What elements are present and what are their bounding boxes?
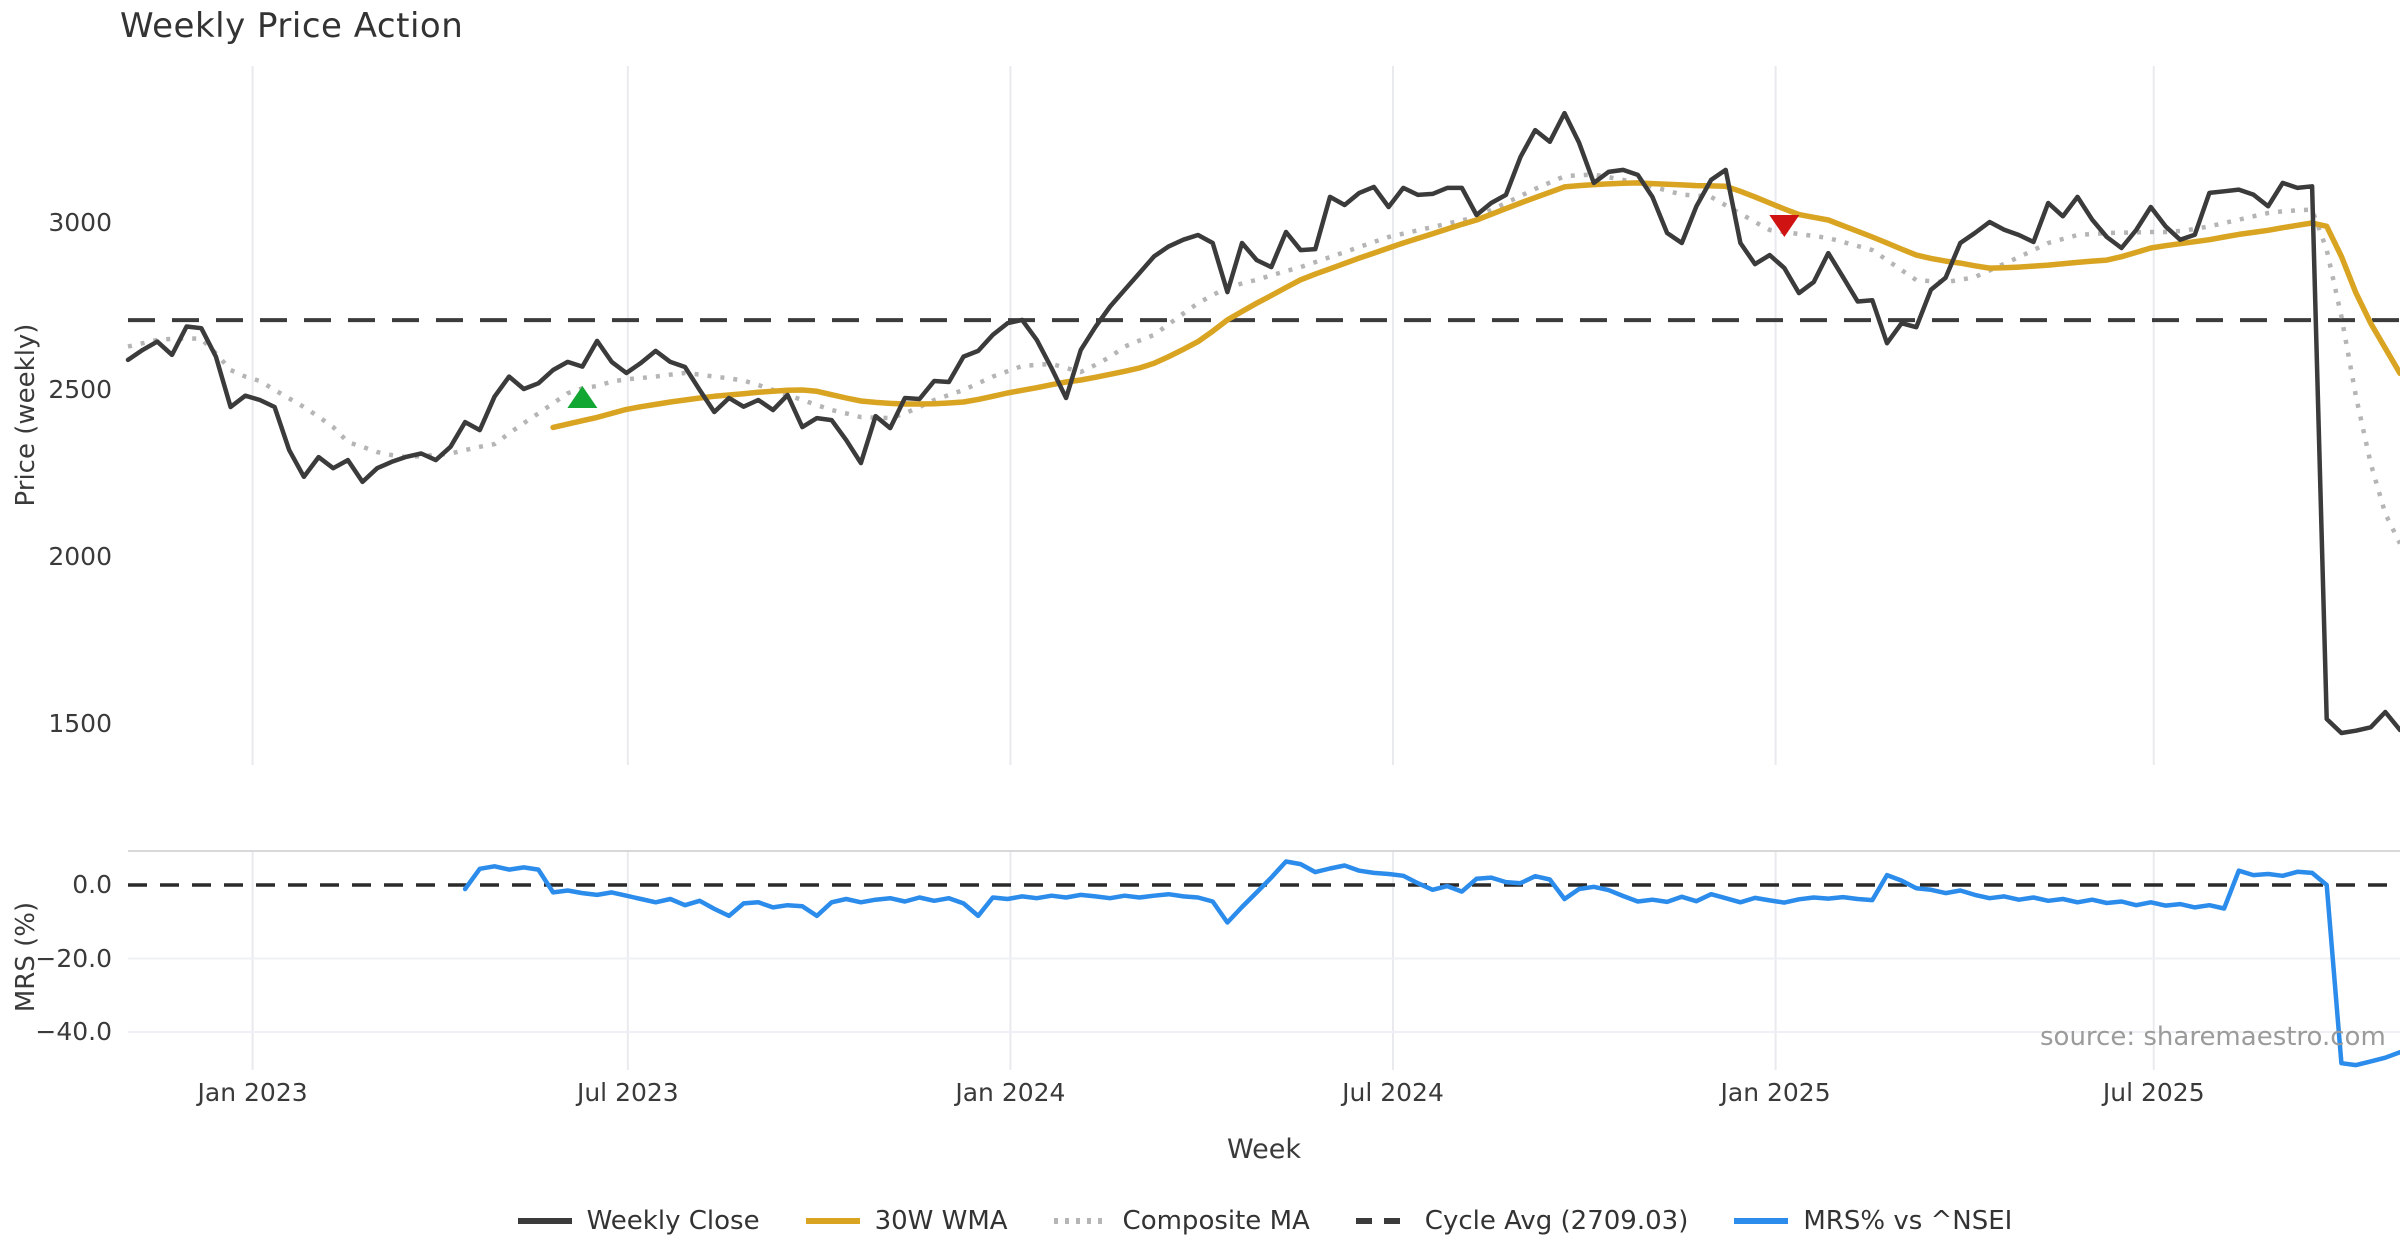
legend-swatch-solid-icon xyxy=(1734,1218,1789,1224)
legend-swatch-dotted-icon xyxy=(1053,1218,1108,1224)
week-tick-jan-2025: Jan 2025 xyxy=(1720,1078,1831,1107)
series-composite-ma xyxy=(127,172,2400,545)
mrs-axis-title: MRS (%) xyxy=(11,901,41,1013)
mrs-tick--40: −40.0 xyxy=(35,1017,112,1046)
price-axis-title: Price (weekly) xyxy=(11,323,41,507)
price-tick-2000: 2000 xyxy=(48,542,112,571)
week-tick-jul-2023: Jul 2023 xyxy=(576,1078,679,1107)
legend-item-composite-ma[interactable]: Composite MA xyxy=(1052,1206,1310,1236)
series-30w-wma xyxy=(550,180,2400,431)
week-tick-jul-2024: Jul 2024 xyxy=(1342,1078,1444,1107)
legend-item-cycle-avg-2709-03-[interactable]: Cycle Avg (2709.03) xyxy=(1354,1206,1689,1236)
reference-lines xyxy=(128,318,2400,887)
legend-item-weekly-close[interactable]: Weekly Close xyxy=(516,1206,760,1236)
chart-title: Weekly Price Action xyxy=(120,6,464,46)
gridlines xyxy=(128,66,2400,1070)
week-tick-jan-2023: Jan 2023 xyxy=(197,1078,308,1107)
legend-label: MRS% vs ^NSEI xyxy=(1803,1206,2013,1236)
source-watermark: source: sharemaestro.com xyxy=(2040,1022,2386,1052)
x-axis-title: Week xyxy=(1227,1134,1301,1165)
legend: Weekly Close 30W WMA Composite MA Cycle Avg… xyxy=(128,1206,2400,1236)
legend-swatch-solid-icon xyxy=(517,1218,572,1224)
price-tick-3000: 3000 xyxy=(48,208,112,237)
legend-label: Composite MA xyxy=(1122,1206,1310,1236)
week-tick-jul-2025: Jul 2025 xyxy=(2102,1078,2205,1107)
price-tick-2500: 2500 xyxy=(48,375,112,404)
legend-item-mrs-vs-nsei[interactable]: MRS% vs ^NSEI xyxy=(1732,1206,2012,1236)
legend-swatch-dashed-icon xyxy=(1355,1218,1410,1224)
legend-swatch-solid-icon xyxy=(805,1218,860,1224)
mrs-tick-0: 0.0 xyxy=(72,870,112,899)
buy-signal-marker xyxy=(567,386,598,409)
legend-label: 30W WMA xyxy=(874,1206,1008,1236)
series-weekly-close xyxy=(125,110,2400,736)
legend-item-30w-wma[interactable]: 30W WMA xyxy=(804,1206,1008,1236)
sell-signal-marker xyxy=(1769,215,1800,238)
mrs-tick--20: −20.0 xyxy=(35,943,112,973)
week-tick-jan-2024: Jan 2024 xyxy=(955,1078,1066,1107)
signal-markers xyxy=(567,215,1800,409)
series-lines xyxy=(125,110,2400,1068)
series-mrs-vs-nsei xyxy=(462,859,2400,1068)
price-tick-1500: 1500 xyxy=(48,709,112,738)
legend-label: Cycle Avg (2709.03) xyxy=(1424,1206,1689,1236)
legend-label: Weekly Close xyxy=(586,1206,760,1236)
